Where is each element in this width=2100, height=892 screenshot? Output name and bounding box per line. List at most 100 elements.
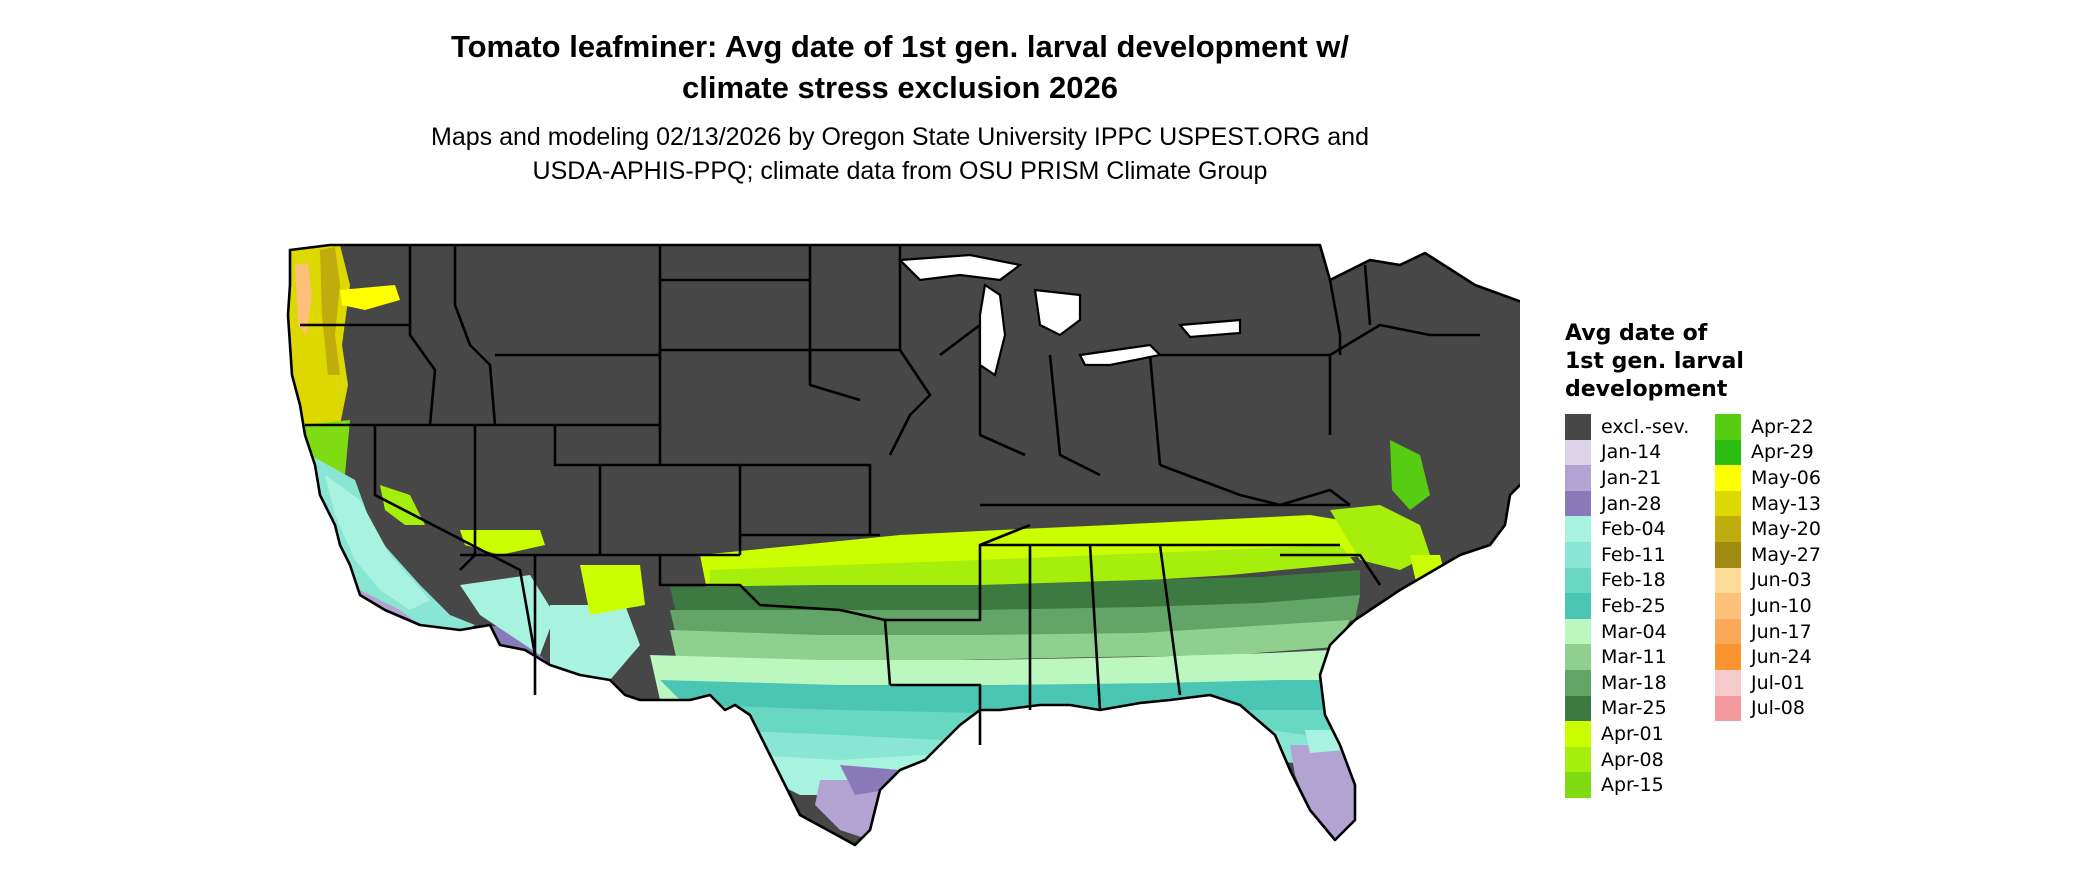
zone-may-20: [320, 247, 340, 375]
legend-label: Feb-04: [1601, 518, 1666, 541]
zone-apr-22-chesapeake: [1390, 440, 1430, 510]
border-nc-sc: [1280, 553, 1382, 586]
legend-label: May-13: [1751, 492, 1821, 515]
legend-item: Jun-10: [1715, 593, 1865, 619]
legend-swatch: [1715, 516, 1741, 542]
legend-item: Jan-28: [1565, 490, 1715, 517]
legend-label: Feb-11: [1601, 543, 1666, 566]
legend-item: Jul-08: [1715, 695, 1865, 722]
legend-item: Jan-21: [1565, 465, 1715, 491]
legend-item: May-13: [1715, 490, 1865, 517]
map-title-line-2: climate stress exclusion 2026: [682, 70, 1118, 105]
legend-swatch: [1565, 567, 1591, 594]
map-legend: Avg date of 1st gen. larval development …: [1565, 320, 1895, 798]
legend-item: Mar-11: [1565, 644, 1715, 670]
legend-swatch: [1565, 439, 1591, 466]
zone-jun-10: [295, 263, 312, 335]
lake-superior: [897, 253, 1023, 282]
legend-label: Mar-11: [1601, 646, 1667, 669]
legend-swatch: [1715, 465, 1741, 491]
legend-item: Jun-24: [1715, 644, 1865, 670]
legend-item: Jul-01: [1715, 669, 1865, 696]
legend-item: Apr-01: [1565, 721, 1715, 747]
legend-label: May-27: [1751, 543, 1821, 566]
legend-swatch: [1715, 541, 1741, 568]
legend-swatch: [1715, 644, 1741, 670]
legend-swatch: [1565, 465, 1591, 491]
border-vt-nh: [1363, 264, 1372, 326]
legend-label: Mar-25: [1601, 697, 1667, 720]
legend-label: May-06: [1751, 466, 1821, 489]
zone-may-06: [340, 285, 400, 310]
zone-jan-21-fl: [1290, 745, 1355, 840]
legend-swatch: [1565, 516, 1591, 542]
legend-swatch: [1565, 746, 1591, 773]
legend-swatch: [1715, 490, 1741, 517]
border-id-mt: [453, 245, 497, 426]
border-ga-sc: [1158, 544, 1182, 696]
legend-swatch: [1715, 669, 1741, 696]
legend-swatch: [1715, 414, 1741, 440]
border-la: [890, 683, 982, 745]
legend-item: May-20: [1715, 516, 1865, 542]
legend-title: Avg date of 1st gen. larval development: [1565, 320, 1895, 404]
legend-label: Mar-18: [1601, 671, 1667, 694]
legend-label: Jun-24: [1751, 646, 1812, 669]
legend-label: Apr-15: [1601, 774, 1664, 797]
legend-label: Mar-04: [1601, 620, 1667, 643]
legend-swatch: [1565, 414, 1591, 440]
legend-swatch: [1715, 567, 1741, 594]
lake-huron: [1033, 288, 1082, 337]
legend-label: Jun-10: [1751, 594, 1812, 617]
legend-item: Jan-14: [1565, 439, 1715, 466]
legend-label: Jan-28: [1601, 492, 1662, 515]
border-ia: [810, 348, 932, 456]
border-il: [939, 323, 1026, 457]
legend-item: Apr-08: [1565, 746, 1715, 773]
legend-swatch: [1715, 618, 1741, 645]
lake-ontario: [1177, 318, 1242, 339]
map-subtitle: Maps and modeling 02/13/2026 by Oregon S…: [290, 120, 1510, 188]
zone-jan-21: [350, 585, 420, 625]
legend-swatch: [1565, 695, 1591, 722]
border-wv-va: [1159, 463, 1351, 507]
zone-feb-04: [325, 475, 430, 610]
legend-label: Apr-01: [1601, 722, 1664, 745]
zone-apr-08-va: [1330, 505, 1430, 570]
border-mt-wy-east: [555, 245, 662, 427]
us-map: [286, 243, 1520, 847]
legend-swatch: [1715, 695, 1741, 722]
border-ny-vt: [1328, 279, 1342, 355]
lake-michigan: [978, 283, 1007, 377]
legend-item: Feb-25: [1565, 593, 1715, 619]
zone-feb-04-gulf: [750, 755, 1080, 795]
map-subtitle-line-2: USDA-APHIS-PPQ; climate data from OSU PR…: [532, 157, 1268, 185]
legend-label: Feb-25: [1601, 594, 1666, 617]
legend-label: Jan-14: [1601, 441, 1662, 464]
legend-swatch: [1565, 721, 1591, 747]
legend-label: Feb-18: [1601, 569, 1666, 592]
legend-label: Apr-08: [1601, 748, 1664, 771]
legend-item: Mar-25: [1565, 695, 1715, 722]
legend-label: Apr-22: [1751, 415, 1814, 438]
state-boundaries: [286, 243, 1520, 847]
legend-item: Mar-04: [1565, 618, 1715, 645]
great-lakes: [897, 253, 1242, 377]
legend-label: Jul-01: [1751, 671, 1805, 694]
legend-label: Apr-29: [1751, 441, 1814, 464]
legend-column-2: Apr-22 Apr-29 May-06 May-13 May-20 May-27 Jun-…: [1715, 414, 1865, 798]
legend-label: May-20: [1751, 518, 1821, 541]
legend-item: Jun-17: [1715, 618, 1865, 645]
legend-item: excl.-sev.: [1565, 414, 1715, 440]
legend-swatch: [1565, 772, 1591, 798]
map-title-block: Tomato leafminer: Avg date of 1st gen. l…: [290, 26, 1510, 188]
legend-columns: excl.-sev. Jan-14 Jan-21 Jan-28 Feb-04 Feb-11…: [1565, 414, 1895, 798]
border-in: [1048, 354, 1101, 477]
legend-item: Apr-15: [1565, 772, 1715, 798]
legend-label: Jul-08: [1751, 697, 1805, 720]
border-al-ga: [1088, 544, 1102, 711]
legend-label: excl.-sev.: [1601, 415, 1690, 438]
legend-swatch: [1565, 618, 1591, 645]
map-title: Tomato leafminer: Avg date of 1st gen. l…: [290, 26, 1510, 108]
legend-item: May-06: [1715, 465, 1865, 491]
